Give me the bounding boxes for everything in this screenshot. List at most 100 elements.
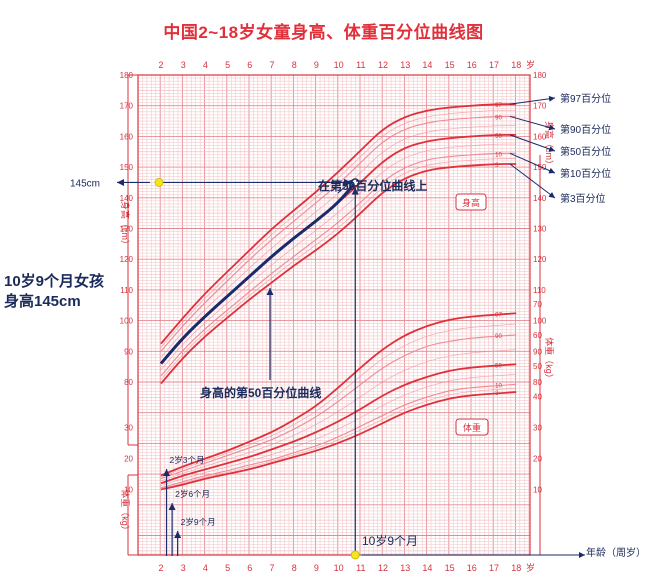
height-mid-curve <box>160 158 517 380</box>
x-tick-label-bottom: 17 <box>489 563 499 573</box>
right-tick-label: 150 <box>533 163 547 172</box>
right-tick-label: 70 <box>533 300 542 309</box>
height-percentile-curve <box>160 115 517 352</box>
on-curve-note: 在第50百分位曲线上 <box>318 178 427 193</box>
percentile-label: 第10百分位 <box>560 167 611 180</box>
x-tick-label-top: 3 <box>181 60 186 70</box>
x-tick-label-bottom: 11 <box>356 563 365 573</box>
x-tick-label-top: 2 <box>158 60 163 70</box>
x-tick-label-bottom: 15 <box>445 563 455 573</box>
right-tick-label: 110 <box>533 286 546 295</box>
weight-tick-label-right: 50 <box>533 362 542 371</box>
height-tick-label: 170 <box>120 102 134 111</box>
height-curve-end-label: 97 <box>495 103 502 109</box>
y-marker-dot <box>154 178 164 187</box>
x-unit-bottom: 岁 <box>526 562 535 573</box>
height-tick-label: 140 <box>120 194 134 203</box>
x-tick-label-bottom: 2 <box>158 563 163 573</box>
x-tick-label-bottom: 4 <box>203 563 208 573</box>
height-tick-label: 100 <box>120 317 134 326</box>
height-axis-label-right: 身高（cm） <box>544 121 555 169</box>
height-tick-label: 150 <box>120 163 134 172</box>
weight-tick-label-left: 30 <box>124 424 133 433</box>
percentile-label: 第50百分位 <box>560 145 611 158</box>
right-tick-label: 120 <box>533 255 547 264</box>
weight-curve-end-label: 90 <box>495 334 502 340</box>
weight-axis-label-right: 体重（kg） <box>544 337 555 383</box>
right-tick-label: 130 <box>533 225 547 234</box>
height-tick-label: 90 <box>124 347 133 356</box>
height-tick-label: 180 <box>120 71 134 80</box>
percentile-pointer <box>509 134 556 152</box>
weight-tick-label-right: 30 <box>533 424 542 433</box>
weight-tick-label-right: 10 <box>533 485 542 494</box>
weight-curve-end-label: 3 <box>495 391 499 397</box>
x-tick-label-top: 6 <box>247 60 252 70</box>
height-tick-label: 160 <box>120 132 134 141</box>
x-tick-label-top: 10 <box>334 60 344 70</box>
height-percentile-curve <box>160 103 517 345</box>
height-tick-label: 80 <box>124 378 133 387</box>
weight-mid-curve <box>160 349 517 482</box>
percentile-label: 第3百分位 <box>560 192 606 205</box>
x-tick-label-top: 4 <box>203 60 208 70</box>
percentile-pointer <box>509 152 556 174</box>
height-percentile-curve <box>160 152 517 377</box>
right-tick-label: 160 <box>533 132 547 141</box>
height-curve-end-label: 90 <box>495 115 502 121</box>
x-tick-label-top: 7 <box>269 60 274 70</box>
weight-axis-label-left: 体重（kg） <box>120 489 131 535</box>
on-curve-arrow <box>337 179 354 194</box>
weight-tick-label-left: 20 <box>124 455 133 464</box>
percentile-label: 第90百分位 <box>560 123 611 136</box>
p50-curve-note: 身高的第50百分位曲线 <box>200 385 321 400</box>
height-mid-curve <box>160 143 517 370</box>
weight-mid-curve <box>160 373 517 486</box>
height-tick-label: 110 <box>120 286 133 295</box>
weight-percentile-curve <box>160 383 517 489</box>
weight-box-label: 体重 <box>463 422 481 433</box>
x-unit-top: 岁 <box>526 59 535 70</box>
height-box <box>455 193 487 211</box>
weight-percentile-curve <box>160 334 517 480</box>
x-tick-label-bottom: 5 <box>225 563 230 573</box>
x-tick-label-bottom: 12 <box>378 563 388 573</box>
right-tick-label: 90 <box>533 347 542 356</box>
highlighted-p50-curve <box>159 181 357 365</box>
weight-curve-end-label: 50 <box>495 363 502 369</box>
height-curve-end-label: 50 <box>495 134 502 140</box>
weight-mid-curve <box>160 323 517 478</box>
height-mid-curve <box>160 125 517 358</box>
height-box-label: 身高 <box>462 197 480 208</box>
x-axis-title: 年龄（周岁） <box>586 546 646 559</box>
weight-percentile-curve <box>160 363 517 485</box>
height-tick-label: 130 <box>120 225 134 234</box>
x-tick-label-top: 5 <box>225 60 230 70</box>
height-mid-curve <box>160 109 517 348</box>
x-tick-label-top: 8 <box>292 60 297 70</box>
early-age-label: 2岁3个月 <box>170 455 205 465</box>
right-tick-label: 80 <box>533 378 542 387</box>
x-tick-label-top: 14 <box>422 60 432 70</box>
main-note-line2: 身高145cm <box>4 293 81 310</box>
weight-curve-end-label: 10 <box>495 383 502 389</box>
x-tick-label-top: 16 <box>467 60 477 70</box>
age-label: 10岁9个月 <box>362 533 418 548</box>
weight-mid-curve <box>160 387 517 489</box>
x-tick-label-top: 17 <box>489 60 499 70</box>
y-value-label: 145cm <box>70 178 100 189</box>
weight-tick-label-left: 10 <box>124 485 133 494</box>
right-tick-label: 100 <box>533 317 547 326</box>
weight-tick-label-right: 20 <box>533 455 542 464</box>
x-tick-label-bottom: 14 <box>422 563 432 573</box>
weight-tick-label-right: 60 <box>533 331 542 340</box>
main-annotation: 10岁9个月女孩 身高145cm <box>4 272 104 312</box>
weight-tick-label-right: 40 <box>533 393 542 402</box>
x-tick-label-bottom: 16 <box>467 563 477 573</box>
x-tick-label-bottom: 6 <box>247 563 252 573</box>
weight-curve-end-label: 97 <box>495 312 502 318</box>
x-tick-label-bottom: 13 <box>400 563 410 573</box>
x-tick-label-top: 15 <box>445 60 455 70</box>
x-tick-label-bottom: 3 <box>181 563 186 573</box>
